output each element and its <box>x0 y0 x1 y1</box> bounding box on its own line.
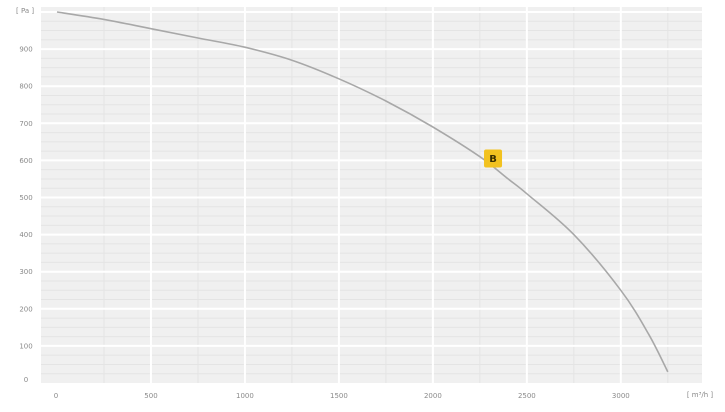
plot-area <box>41 7 702 383</box>
x-tick-label: 1500 <box>330 392 348 400</box>
y-tick-label: 300 <box>19 268 32 276</box>
y-tick-label: 500 <box>19 194 32 202</box>
y-tick-label: 200 <box>19 305 32 313</box>
operating-point-label: B <box>489 154 497 165</box>
major-grid <box>41 7 702 383</box>
x-tick-label: 500 <box>144 392 157 400</box>
y-tick-label: 700 <box>19 120 32 128</box>
x-origin-label: 0 <box>54 392 58 400</box>
y-tick-label: 600 <box>19 157 32 165</box>
x-tick-label: 2500 <box>518 392 536 400</box>
series-layer <box>56 11 669 373</box>
operating-point-marker <box>484 149 503 168</box>
x-axis-unit: [ m³/h ] <box>687 391 714 399</box>
annotations: B <box>484 149 503 168</box>
y-origin-label: 0 <box>24 376 28 384</box>
y-tick-label: 800 <box>19 83 32 91</box>
y-tick-label: 400 <box>19 231 32 239</box>
fan-curve-line <box>56 11 669 373</box>
y-axis-ticks: 100 200 300 400 500 600 700 800 900 <box>19 46 32 351</box>
y-tick-label: 900 <box>19 46 32 54</box>
x-tick-label: 2000 <box>424 392 442 400</box>
x-tick-label: 3000 <box>612 392 630 400</box>
x-axis-ticks: 500 1000 1500 2000 2500 3000 <box>144 392 629 400</box>
y-tick-label: 100 <box>19 342 32 350</box>
x-tick-label: 1000 <box>236 392 254 400</box>
y-axis-unit: [ Pa ] <box>16 7 34 15</box>
